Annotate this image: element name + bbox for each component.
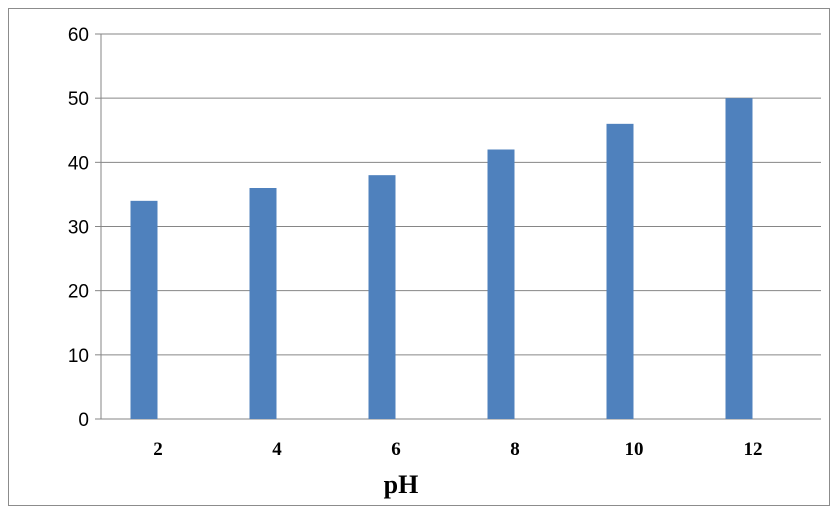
gridlines [95, 33, 821, 420]
bar-8 [487, 149, 515, 419]
y-tick-label: 10 [68, 346, 89, 367]
y-tick-label: 0 [78, 410, 89, 431]
y-tick-label: 40 [68, 153, 89, 174]
bar-12 [725, 98, 753, 420]
y-tick-label: 30 [68, 218, 89, 239]
x-axis-ticks: 2 4 6 8 10 12 [153, 439, 762, 460]
x-axis-label: pH [384, 470, 419, 499]
bar-2 [130, 200, 158, 419]
x-tick-label: 8 [510, 439, 520, 460]
y-tick-label: 60 [68, 25, 89, 46]
bar-6 [368, 175, 396, 419]
chart-container: 0 10 20 30 40 50 60 2 4 6 8 10 12 pH [8, 8, 830, 506]
y-tick-label: 20 [68, 282, 89, 303]
y-axis-ticks: 0 10 20 30 40 50 60 [68, 25, 89, 431]
x-tick-label: 6 [391, 439, 401, 460]
y-tick-label: 50 [68, 89, 89, 110]
x-tick-label: 4 [272, 439, 282, 460]
x-tick-label: 12 [744, 439, 763, 460]
bar-10 [606, 123, 634, 419]
bar-4 [249, 188, 277, 419]
x-tick-label: 10 [625, 439, 644, 460]
bars [130, 98, 753, 420]
x-tick-label: 2 [153, 439, 163, 460]
bar-chart: 0 10 20 30 40 50 60 2 4 6 8 10 12 pH [68, 25, 821, 499]
